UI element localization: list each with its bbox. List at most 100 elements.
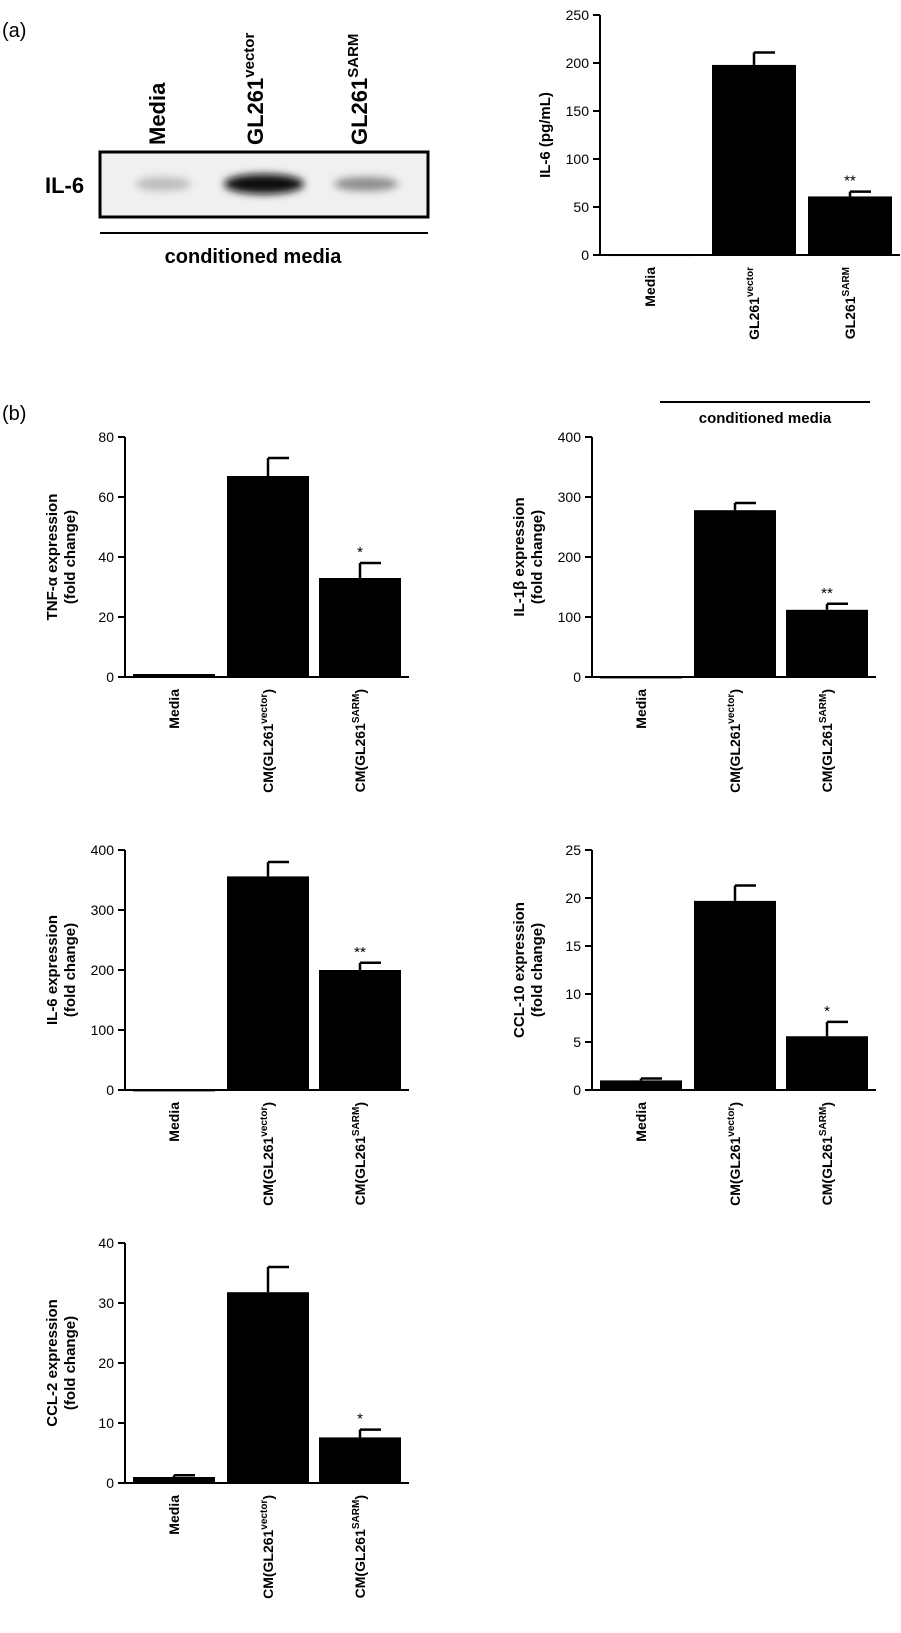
bar [319, 970, 401, 1090]
category-label: CM(GL261SARM) [351, 1495, 368, 1598]
blot-lane-label-sarm: GL261SARM [345, 34, 372, 145]
bar [694, 900, 776, 1090]
x-caption: conditioned media [699, 410, 832, 427]
chart-tnf-alpha: 0 20 40 60 80 TNF-α expression (fold change) Me… [44, 429, 409, 793]
bar [133, 1477, 215, 1483]
y-axis-label: (fold change) [529, 923, 546, 1017]
bar [712, 64, 796, 255]
category-label: Media [166, 1102, 182, 1142]
bar [786, 609, 868, 677]
western-blot: IL-6 Media GL261vector GL261SARM conditi… [45, 33, 430, 268]
y-tick-label: 400 [558, 429, 582, 445]
y-axis-label: CCL-10 expression [511, 902, 528, 1038]
y-tick-label: 50 [573, 199, 589, 215]
blot-band-vector [224, 174, 304, 194]
blot-caption: conditioned media [165, 246, 343, 268]
y-tick-label: 200 [91, 962, 115, 978]
y-tick-label: 10 [98, 1415, 114, 1431]
y-tick-label: 0 [573, 669, 581, 685]
y-tick-label: 20 [98, 1355, 114, 1371]
blot-lane-label-media: Media [145, 82, 170, 145]
category-label: GL261vector [745, 267, 762, 340]
y-tick-label: 40 [98, 549, 114, 565]
y-tick-label: 20 [98, 609, 114, 625]
y-tick-label: 0 [581, 247, 589, 263]
chart-il6-elisa: 0 50 100 150 200 250 IL-6 (pg/mL) Media GL261vec… [537, 7, 900, 427]
bar [133, 1089, 215, 1092]
bar [608, 254, 692, 257]
chart-il1-beta: 0 100 200 300 400 IL-1β expression (fold chang… [511, 429, 876, 793]
bar [600, 1080, 682, 1090]
category-label: Media [166, 689, 182, 729]
blot-band-media [135, 177, 191, 191]
y-axis-label: IL-1β expression [511, 497, 528, 616]
y-tick-label: 250 [566, 7, 590, 23]
y-tick-label: 100 [558, 609, 582, 625]
y-tick-label: 15 [565, 938, 581, 954]
y-axis-label: IL-6 expression [44, 915, 61, 1025]
y-tick-label: 30 [98, 1295, 114, 1311]
significance-mark: * [824, 1003, 830, 1020]
chart-il6-expression: 0 100 200 300 400 IL-6 expression (fold change… [44, 842, 409, 1206]
bar [808, 196, 892, 255]
bar [319, 1437, 401, 1483]
bar [319, 578, 401, 677]
y-tick-label: 0 [106, 1082, 114, 1098]
category-label: Media [633, 1102, 649, 1142]
blot-bands [135, 174, 398, 194]
bar [227, 476, 309, 677]
y-axis-label: IL-6 (pg/mL) [537, 92, 554, 178]
category-label: Media [166, 1495, 182, 1535]
significance-mark: * [357, 544, 363, 561]
bar [133, 674, 215, 677]
y-tick-label: 150 [566, 103, 590, 119]
significance-mark: ** [354, 944, 366, 961]
bar [227, 876, 309, 1090]
significance-mark: ** [844, 173, 856, 190]
blot-band-sarm [334, 177, 398, 191]
category-label: CM(GL261SARM) [351, 689, 368, 792]
category-label: Media [642, 267, 658, 307]
y-tick-label: 200 [566, 55, 590, 71]
y-tick-label: 0 [106, 669, 114, 685]
category-label: GL261SARM [841, 267, 858, 339]
category-label: Media [633, 689, 649, 729]
bar [227, 1292, 309, 1483]
y-tick-label: 80 [98, 429, 114, 445]
bar [694, 510, 776, 677]
panel-label-a: (a) [2, 20, 26, 42]
y-axis-label: TNF-α expression [44, 494, 61, 621]
category-label: CM(GL261vector) [259, 1495, 276, 1599]
category-label: CM(GL261vector) [259, 689, 276, 793]
y-axis-label: CCL-2 expression [44, 1299, 61, 1427]
y-axis-label: (fold change) [62, 923, 79, 1017]
blot-row-label: IL-6 [45, 173, 84, 198]
category-label: CM(GL261vector) [259, 1102, 276, 1206]
y-tick-label: 200 [558, 549, 582, 565]
bar [786, 1036, 868, 1090]
category-label: CM(GL261vector) [726, 1102, 743, 1206]
panel-label-b: (b) [2, 403, 26, 425]
category-label: CM(GL261vector) [726, 689, 743, 793]
significance-mark: * [357, 1411, 363, 1428]
y-tick-label: 60 [98, 489, 114, 505]
y-axis-label: (fold change) [529, 510, 546, 604]
y-tick-label: 300 [91, 902, 115, 918]
y-tick-label: 25 [565, 842, 581, 858]
y-tick-label: 300 [558, 489, 582, 505]
chart-ccl10: 0 5 10 15 20 25 CCL-10 expression (fold change)… [511, 842, 876, 1206]
bar [600, 676, 682, 679]
y-tick-label: 5 [573, 1034, 581, 1050]
significance-mark: ** [821, 585, 833, 602]
y-axis-label: (fold change) [62, 1316, 79, 1410]
chart-ccl2: 0 10 20 30 40 CCL-2 expression (fold change) Me… [44, 1235, 409, 1599]
y-tick-label: 0 [106, 1475, 114, 1491]
category-label: CM(GL261SARM) [351, 1102, 368, 1205]
category-label: CM(GL261SARM) [818, 689, 835, 792]
y-tick-label: 0 [573, 1082, 581, 1098]
y-tick-label: 400 [91, 842, 115, 858]
y-tick-label: 40 [98, 1235, 114, 1251]
y-tick-label: 100 [566, 151, 590, 167]
y-axis-label: (fold change) [62, 510, 79, 604]
